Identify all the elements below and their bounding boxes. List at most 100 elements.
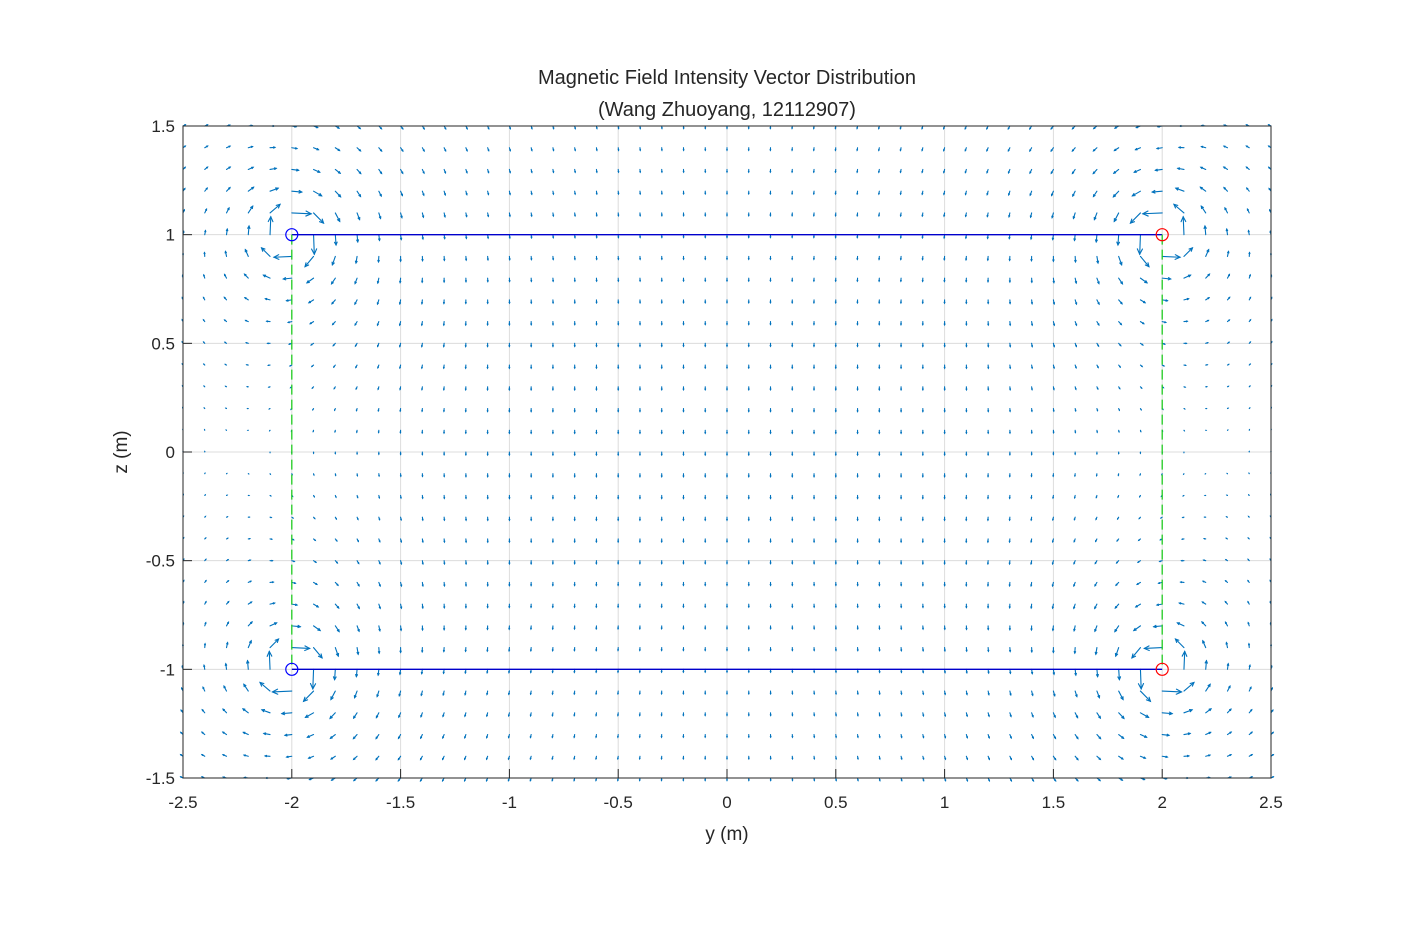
field-arrow [921, 516, 924, 522]
field-arrow [1073, 625, 1076, 632]
field-arrow [443, 516, 446, 522]
field-arrow [1096, 451, 1098, 456]
field-arrow [747, 733, 750, 739]
field-arrow [310, 364, 315, 368]
field-arrow [573, 516, 576, 522]
field-arrow [1072, 212, 1076, 220]
field-arrow [1074, 755, 1079, 761]
field-arrow [443, 212, 446, 219]
field-arrow [334, 516, 338, 521]
field-arrow [1247, 621, 1250, 627]
field-arrow [791, 733, 794, 739]
field-arrow [682, 560, 685, 565]
field-arrow [965, 299, 968, 305]
field-arrow [1225, 641, 1229, 649]
field-arrow [747, 712, 750, 717]
field-arrow [660, 494, 663, 500]
field-arrow [464, 386, 467, 392]
field-arrow [791, 277, 794, 283]
x-axis-label: y (m) [705, 824, 748, 845]
field-arrow [595, 581, 598, 587]
field-arrow [595, 647, 598, 652]
field-arrow [1096, 277, 1100, 285]
field-arrow [464, 647, 467, 653]
field-arrow [1161, 688, 1183, 695]
field-arrow [834, 625, 837, 631]
field-arrow [352, 755, 358, 761]
field-arrow [617, 516, 620, 522]
field-arrow [639, 386, 641, 392]
field-arrow [943, 342, 946, 348]
field-arrow [682, 386, 685, 392]
field-arrow [922, 712, 925, 718]
field-arrow [331, 255, 336, 267]
field-arrow [204, 600, 207, 605]
field-arrow [530, 364, 533, 370]
field-arrow [1009, 755, 1012, 761]
field-arrow [747, 560, 750, 565]
field-arrow [726, 255, 728, 261]
field-arrow [769, 212, 772, 217]
field-arrow [834, 407, 837, 413]
field-arrow [464, 277, 467, 284]
field-arrow [1031, 386, 1033, 391]
field-arrow [1052, 299, 1056, 306]
field-arrow [704, 690, 707, 696]
field-arrow [704, 429, 707, 435]
field-arrow [682, 516, 685, 522]
field-arrow [769, 603, 772, 609]
field-arrow [1052, 364, 1055, 370]
field-arrow [987, 321, 990, 327]
field-arrow [878, 473, 881, 479]
field-arrow [834, 277, 837, 283]
field-arrow [1183, 681, 1195, 692]
field-arrow [812, 190, 815, 196]
field-arrow [463, 755, 467, 761]
field-arrow [726, 147, 728, 152]
field-arrow [856, 364, 859, 370]
field-arrow [878, 212, 880, 218]
field-arrow [1226, 708, 1232, 714]
field-arrow [878, 755, 881, 761]
field-arrow [638, 690, 641, 696]
field-arrow [442, 712, 445, 718]
field-arrow [530, 168, 533, 174]
field-arrow [203, 664, 206, 670]
field-arrow [203, 273, 206, 279]
field-arrow [834, 603, 837, 609]
field-arrow [965, 494, 968, 500]
field-arrow [223, 341, 228, 344]
field-arrow [329, 733, 336, 740]
field-arrow [421, 147, 425, 153]
field-arrow [464, 690, 467, 696]
field-arrow [878, 494, 881, 500]
field-arrow [376, 299, 380, 306]
field-arrow [291, 624, 302, 629]
field-arrow [617, 277, 620, 283]
field-arrow [1161, 254, 1182, 260]
field-arrow [943, 299, 946, 305]
field-arrow [595, 321, 598, 326]
field-arrow [660, 625, 663, 631]
field-arrow [638, 538, 641, 544]
field-arrow [1052, 321, 1056, 327]
field-arrow [986, 147, 989, 152]
field-arrow [617, 755, 619, 761]
x-tick-label: -2 [284, 793, 299, 812]
field-arrow [791, 386, 794, 392]
field-arrow [834, 581, 837, 587]
field-arrow [617, 168, 620, 174]
field-arrow [682, 147, 685, 152]
field-arrow [617, 255, 620, 261]
field-arrow [769, 451, 772, 457]
field-arrow [1117, 668, 1122, 681]
field-arrow [356, 625, 360, 633]
field-arrow [573, 451, 576, 457]
field-arrow [443, 429, 445, 435]
conductor-marker [1155, 228, 1169, 242]
field-arrow [682, 190, 685, 196]
field-arrow [617, 494, 620, 500]
field-arrow [225, 166, 232, 171]
field-arrow [291, 516, 295, 519]
field-arrow [399, 407, 402, 413]
